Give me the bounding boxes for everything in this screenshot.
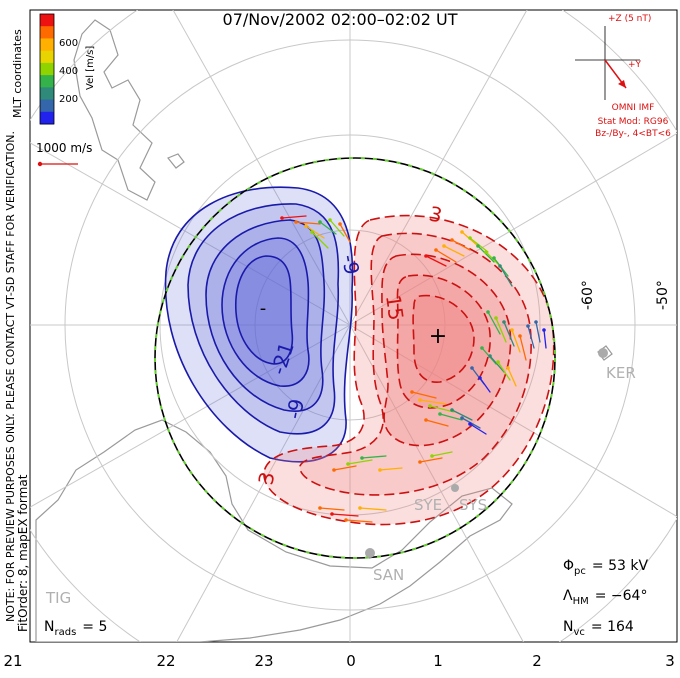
station-label-ker: KER xyxy=(606,364,636,382)
coordinates-label: MLT coordinates xyxy=(11,29,24,118)
station-label-san: SAN xyxy=(373,566,404,584)
imf-model-line2: Bz-/By-, 4<BT<6 xyxy=(595,129,671,139)
map-statistics: Φpc = 53 kV ΛHM = −64° Nvc = 164 Nrads = 5 xyxy=(44,558,648,638)
preview-note: NOTE: FOR PREVIEW PURPOSES ONLY. PLEASE … xyxy=(4,131,17,622)
latitude-label-50: -50° xyxy=(655,280,671,310)
station-markers xyxy=(365,348,608,558)
station-label-tig: TIG xyxy=(45,589,71,607)
lambda-hm-readout: ΛHM = −64° xyxy=(563,588,647,607)
coast-antarctic-peninsula xyxy=(35,419,513,642)
potential-min-marker: - xyxy=(260,298,267,319)
contour-label-pos-center: 15 xyxy=(381,293,408,322)
vector-cluster-dawn-east xyxy=(470,310,547,393)
colorbar-label: Vel [m/s] xyxy=(85,46,96,90)
contour-label-neg-upper: -9 xyxy=(337,253,364,277)
mlt-label-1: 1 xyxy=(433,652,443,670)
mlt-label-3: 3 xyxy=(665,652,675,670)
velocity-colorbar: 600 400 200 Vel [m/s] xyxy=(39,13,96,125)
velocity-vectors xyxy=(280,215,547,523)
colorbar-swatch xyxy=(40,111,54,125)
station-label-sye: SYE xyxy=(414,496,442,514)
potential-max-marker: + xyxy=(429,324,447,349)
contour-label-pos-upper: 3 xyxy=(427,201,444,227)
negative-cell xyxy=(164,186,354,463)
colorbar-swatch xyxy=(40,99,54,113)
imf-diagram: +Z (5 nT) +Y OMNI IMF Stat Mod: RG96 Bz-… xyxy=(575,14,671,139)
contour-label-pos-lower: 3 xyxy=(253,470,279,487)
colorbar-swatch xyxy=(40,62,54,76)
mlt-label-21: 21 xyxy=(3,652,22,670)
mlt-label-2: 2 xyxy=(532,652,542,670)
mlt-axis: 21 22 23 0 1 2 3 xyxy=(3,652,674,670)
latitude-label-60: -60° xyxy=(580,280,596,310)
station-labels: KER SYE SYS SAN TIG xyxy=(45,364,636,607)
hm-boundary xyxy=(154,157,556,559)
imf-model-line1: Stat Mod: RG96 xyxy=(598,117,669,127)
map-title: 07/Nov/2002 02:00–02:02 UT xyxy=(223,10,458,29)
colorbar-swatch xyxy=(40,26,54,39)
n-vc-readout: Nvc = 164 xyxy=(563,619,634,638)
vector-cluster-dawn-north xyxy=(424,230,513,287)
vector-cluster-dusk-north xyxy=(280,215,351,249)
colorbar-tick-600: 600 xyxy=(59,38,78,49)
n-rads-readout: Nrads = 5 xyxy=(44,619,107,638)
colorbar-swatch xyxy=(40,87,54,101)
station-label-sys: SYS xyxy=(459,496,487,514)
coast-south-america xyxy=(73,19,156,201)
colorbar-swatch xyxy=(40,38,54,52)
vector-cluster-midnight xyxy=(318,451,453,523)
contour-label-neg-lower: -9 xyxy=(281,397,309,422)
colorbar-swatch xyxy=(40,14,54,27)
mlt-label-22: 22 xyxy=(156,652,175,670)
colorbar-swatch xyxy=(40,75,54,88)
positive-cell xyxy=(263,214,555,526)
colorbar-swatch xyxy=(40,50,54,64)
coast-falklands xyxy=(167,153,185,169)
reference-vector: 1000 m/s xyxy=(36,141,92,167)
vector-cluster-dawn-south xyxy=(410,390,487,435)
imf-plus-z-label: +Z (5 nT) xyxy=(608,14,651,24)
phi-pc-readout: Φpc = 53 kV xyxy=(563,558,648,577)
reference-vector-label: 1000 m/s xyxy=(36,141,92,155)
colorbar-tick-200: 200 xyxy=(59,94,78,105)
mlt-label-23: 23 xyxy=(254,652,273,670)
mlt-label-0: 0 xyxy=(346,652,356,670)
imf-plus-y-label: +Y xyxy=(628,60,642,70)
imf-source-label: OMNI IMF xyxy=(612,103,655,113)
fit-order-note: FitOrder: 8, mapEX format xyxy=(16,474,30,632)
colorbar-tick-400: 400 xyxy=(59,66,78,77)
